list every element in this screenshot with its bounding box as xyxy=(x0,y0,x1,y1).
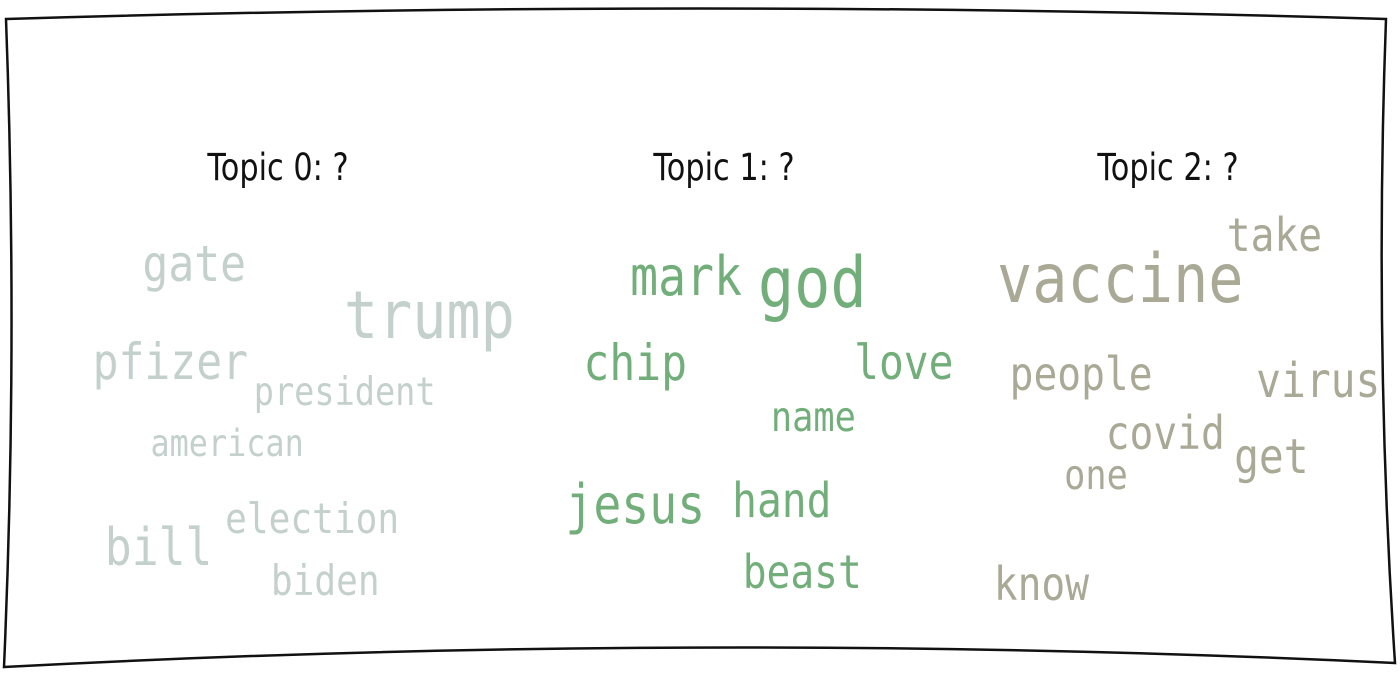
word-election: election xyxy=(225,494,400,543)
word-vaccine: vaccine xyxy=(997,240,1244,319)
word-american: american xyxy=(150,422,304,465)
word-mark: mark xyxy=(630,245,742,308)
word-know: know xyxy=(993,557,1090,611)
word-name: name xyxy=(770,393,856,441)
word-one: one xyxy=(1064,451,1128,499)
curved-border xyxy=(2,7,1397,669)
word-take: take xyxy=(1226,208,1323,262)
word-virus: virus xyxy=(1256,353,1381,409)
word-trump: trump xyxy=(343,277,515,354)
topic-2-title: Topic 2: ? xyxy=(1097,146,1239,189)
word-hand: hand xyxy=(732,473,832,529)
word-gate: gate xyxy=(142,235,246,293)
word-biden: biden xyxy=(270,556,380,605)
topic-1-title: Topic 1: ? xyxy=(653,146,795,189)
word-bill: bill xyxy=(104,518,213,578)
topic-0-title: Topic 0: ? xyxy=(207,146,349,189)
word-jesus: jesus xyxy=(565,473,706,536)
word-love: love xyxy=(854,335,954,391)
word-god: god xyxy=(757,242,867,324)
word-pfizer: pfizer xyxy=(92,333,248,391)
word-covid: covid xyxy=(1105,406,1225,460)
word-chip: chip xyxy=(583,334,687,392)
word-get: get xyxy=(1234,429,1309,485)
word-president: president xyxy=(253,370,436,415)
word-beast: beast xyxy=(742,545,862,599)
word-people: people xyxy=(1009,347,1153,401)
